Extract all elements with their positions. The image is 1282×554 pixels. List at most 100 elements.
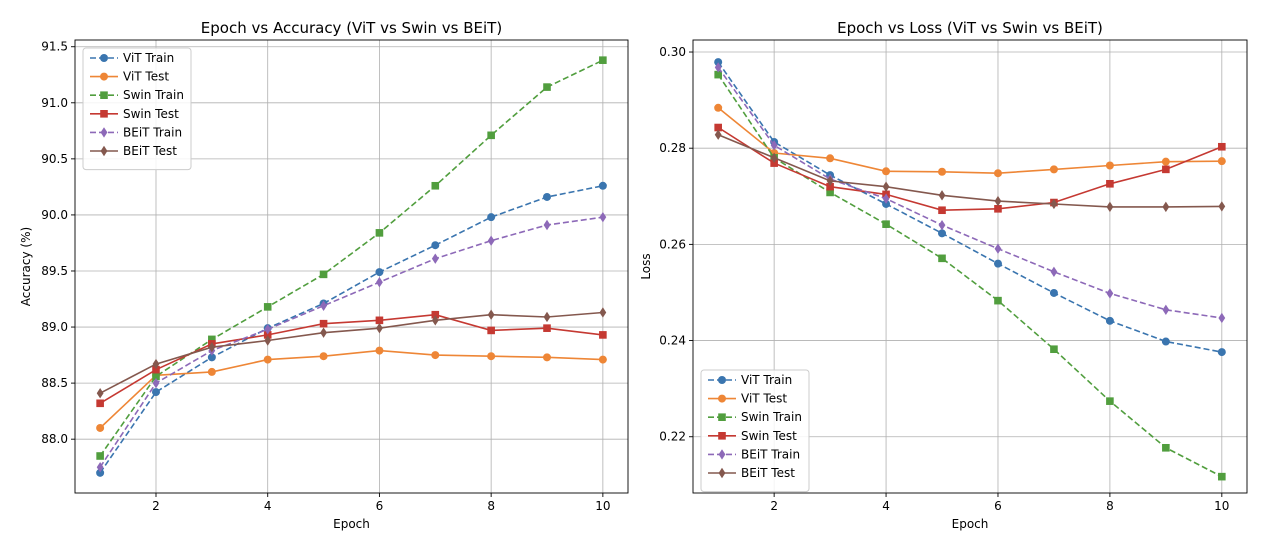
data-point xyxy=(320,300,327,311)
data-point xyxy=(1106,179,1114,188)
series-line xyxy=(717,126,1223,212)
data-point xyxy=(1161,337,1170,346)
data-point xyxy=(431,181,440,190)
data-point xyxy=(376,276,383,288)
data-point xyxy=(770,140,778,151)
data-point xyxy=(543,353,552,362)
legend-marker xyxy=(718,413,726,421)
series-line xyxy=(99,59,604,457)
data-point xyxy=(1162,443,1170,452)
data-point xyxy=(376,322,383,334)
legend-label: Swin Test xyxy=(741,429,797,443)
legend-entry: BEiT Test xyxy=(708,466,795,480)
data-point xyxy=(1162,165,1170,174)
data-point xyxy=(714,129,722,140)
x-tick-label: 2 xyxy=(770,499,778,513)
legend-marker xyxy=(100,91,108,99)
legend-entry: Swin Test xyxy=(708,429,797,443)
data-point xyxy=(714,58,723,67)
data-point xyxy=(1162,304,1170,315)
y-tick-label: 90.5 xyxy=(41,152,68,166)
chart-1: 2 4 6 8 10 88.0 88.5 89.0 89.5 90.0 90.5 91.0 91.5 Ep… xyxy=(19,19,629,531)
data-point xyxy=(431,315,439,326)
series-line xyxy=(99,349,603,429)
series-line xyxy=(717,66,1222,319)
data-point xyxy=(208,342,216,353)
data-point xyxy=(1217,157,1226,166)
data-point xyxy=(1050,198,1058,210)
data-point xyxy=(882,193,890,204)
legend-label: BEiT Train xyxy=(741,447,800,461)
data-point xyxy=(994,243,1002,254)
x-tick-label: 8 xyxy=(487,499,495,513)
data-point xyxy=(882,220,890,228)
legend-entry: Swin Train xyxy=(90,88,184,102)
x-tick-label: 6 xyxy=(994,499,1002,513)
legend-label: ViT Train xyxy=(123,51,174,65)
y-axis-label: Accuracy (%) xyxy=(19,227,33,306)
data-point xyxy=(993,169,1002,178)
y-axis-label: Loss xyxy=(639,253,653,279)
legend-marker xyxy=(100,127,108,138)
data-point xyxy=(882,199,891,208)
x-tick-label: 4 xyxy=(264,499,272,513)
data-point xyxy=(543,311,551,323)
data-point xyxy=(599,56,607,64)
data-point xyxy=(1106,397,1114,405)
series-vit-test xyxy=(714,103,1226,178)
data-point xyxy=(319,352,328,361)
legend-entry: ViT Test xyxy=(708,392,787,406)
legend-label: ViT Train xyxy=(741,373,792,387)
legend-marker xyxy=(718,394,726,403)
legend-entry: ViT Test xyxy=(90,70,169,84)
series-line xyxy=(717,61,1222,353)
series-line xyxy=(717,74,1223,478)
data-point xyxy=(263,331,272,339)
data-point xyxy=(152,372,160,381)
data-point xyxy=(826,188,834,197)
chart-title: Epoch vs Loss (ViT vs Swin vs BEiT) xyxy=(837,19,1103,37)
legend-label: ViT Test xyxy=(123,70,169,84)
legend-marker xyxy=(718,432,726,440)
data-point xyxy=(152,365,160,374)
data-point xyxy=(264,324,272,335)
legend-label: Swin Train xyxy=(123,88,184,102)
data-point xyxy=(1050,266,1058,277)
y-tick-label: 0.24 xyxy=(659,334,686,348)
legend-entry: Swin Train xyxy=(708,410,802,424)
data-point xyxy=(375,268,384,277)
data-point xyxy=(1049,288,1058,297)
data-point xyxy=(714,70,722,79)
legend: ViT Train ViT Test Swin Train Swin Test BEiT… xyxy=(82,47,192,171)
y-tick-label: 89.0 xyxy=(41,320,68,334)
data-point xyxy=(543,219,551,231)
data-point xyxy=(152,358,160,370)
data-point xyxy=(96,399,104,408)
series-line xyxy=(717,133,1222,208)
data-point xyxy=(938,254,946,263)
legend-marker xyxy=(718,376,726,384)
data-point xyxy=(1218,142,1226,151)
data-point xyxy=(264,335,272,346)
data-point xyxy=(487,213,496,222)
data-point xyxy=(1049,165,1058,174)
data-point xyxy=(1218,472,1226,481)
data-point xyxy=(96,388,104,399)
data-point xyxy=(543,192,552,201)
x-tick-label: 8 xyxy=(1106,499,1114,513)
data-point xyxy=(599,331,607,339)
series-beit-train xyxy=(714,62,1226,324)
data-point xyxy=(487,352,496,361)
data-point xyxy=(994,195,1002,207)
y-tick-label: 88.0 xyxy=(41,432,68,446)
x-axis-label: Epoch xyxy=(952,517,989,531)
legend-entry: BEiT Test xyxy=(90,144,177,158)
data-point xyxy=(938,229,947,238)
data-point xyxy=(96,462,104,473)
data-point xyxy=(487,235,495,246)
series-line xyxy=(99,311,603,394)
data-point xyxy=(714,103,723,112)
legend-label: BEiT Test xyxy=(123,144,177,158)
data-point xyxy=(826,175,834,187)
